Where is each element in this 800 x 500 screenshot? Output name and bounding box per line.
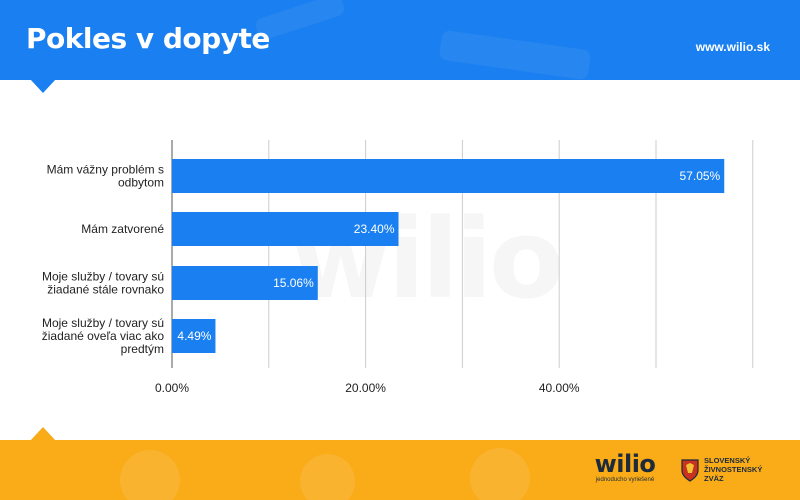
category-label-line: odbytom <box>118 176 164 190</box>
crest-icon <box>681 459 699 482</box>
category-label: Moje služby / tovary sú žiadané oveľa via… <box>42 316 165 356</box>
category-label-line: predtým <box>121 342 164 356</box>
data-label: 15.06% <box>273 276 314 290</box>
bar <box>172 266 318 300</box>
bar-chart: 0.00% 20.00% 40.00% 57.05% Mám vážny problém… <box>42 140 754 395</box>
face-decoration <box>120 450 180 500</box>
data-label: 57.05% <box>680 169 721 183</box>
face-decoration <box>470 448 530 500</box>
website-link[interactable]: www.wilio.sk <box>695 40 770 54</box>
category-label: Moje služby / tovary sú žiadané stále rov… <box>42 270 164 297</box>
category-label-line: žiadané stále rovnako <box>47 283 164 297</box>
wilio-logo: wilio jednoducho vyriešené <box>592 452 658 483</box>
bar <box>172 319 216 353</box>
footer-banner: wilio jednoducho vyriešené SLOVENSKÝ ŽIV… <box>0 440 800 500</box>
header-notch <box>30 79 56 93</box>
x-tick-label: 0.00% <box>155 381 189 395</box>
x-tick-label: 20.00% <box>345 381 386 395</box>
brand-name: wilio <box>594 450 656 478</box>
bar <box>172 212 399 246</box>
category-label-line: Mám vážny problém s <box>47 163 164 177</box>
header-banner: Pokles v dopyte www.wilio.sk <box>0 0 800 80</box>
category-label: Mám zatvorené <box>81 222 164 236</box>
face-decoration <box>300 454 355 500</box>
partner-name-line-2: ŽIVNOSTENSKÝ <box>704 465 763 474</box>
bar <box>172 159 725 193</box>
category-label-line: žiadané oveľa viac ako <box>42 329 165 343</box>
category-label-line: Mám zatvorené <box>81 222 164 236</box>
partner-name-line-3: ZVÄZ <box>704 474 724 483</box>
category-label-line: Moje služby / tovary sú <box>42 316 164 330</box>
partner-name-line-1: SLOVENSKÝ <box>704 456 751 465</box>
footer-notch <box>30 427 56 441</box>
page-title: Pokles v dopyte <box>26 22 270 55</box>
data-label: 23.40% <box>354 222 395 236</box>
category-label: Mám vážny problém s odbytom <box>47 163 164 190</box>
brand-tagline: jednoducho vyriešené <box>595 477 655 483</box>
x-tick-label: 40.00% <box>539 381 580 395</box>
data-label: 4.49% <box>177 329 211 343</box>
category-label-line: Moje služby / tovary sú <box>42 270 164 284</box>
